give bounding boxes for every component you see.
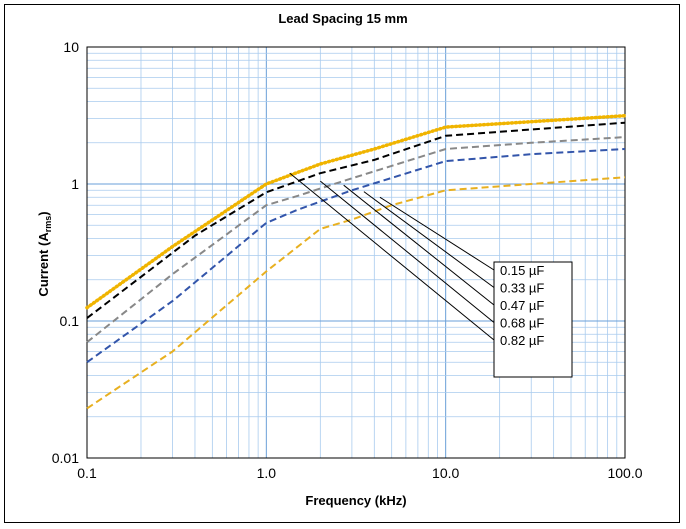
y-axis-label-close: )	[36, 211, 51, 215]
series-group	[85, 113, 627, 410]
legend-entry: 0.47 µF	[500, 298, 544, 313]
chart-title: Lead Spacing 15 mm	[278, 11, 407, 26]
legend: 0.15 µF 0.33 µF 0.47 µF 0.68 µF 0.82 µF	[289, 172, 573, 378]
legend-pointer	[379, 196, 495, 271]
legend-entry: 0.68 µF	[500, 316, 544, 331]
y-tick-label: 10	[63, 39, 79, 55]
series-line	[86, 136, 626, 343]
y-ticks: 0.01 0.1 1 10	[52, 39, 79, 466]
x-ticks: 0.1 1.0 10.0 100.0	[77, 465, 642, 481]
legend-pointer	[343, 184, 495, 306]
legend-pointer	[363, 191, 495, 288]
y-tick-label: 0.1	[60, 313, 80, 329]
legend-entry: 0.33 µF	[500, 281, 544, 296]
legend-entry: 0.15 µF	[500, 263, 544, 278]
y-tick-label: 1	[71, 176, 79, 192]
series-line	[85, 113, 627, 310]
x-tick-label: 100.0	[607, 465, 642, 481]
series-line	[86, 176, 626, 410]
x-tick-label: 10.0	[432, 465, 459, 481]
legend-entry: 0.82 µF	[500, 333, 544, 348]
x-axis-label: Frequency (kHz)	[305, 493, 406, 508]
y-tick-label: 0.01	[52, 450, 79, 466]
legend-pointer	[320, 180, 495, 323]
y-axis-label-main: Current (A	[36, 232, 51, 297]
plot-border	[86, 46, 626, 459]
legend-box	[493, 261, 573, 378]
y-axis-label-sub: rms	[43, 216, 53, 233]
x-tick-label: 1.0	[257, 465, 277, 481]
legend-pointer	[289, 172, 495, 341]
series-line	[86, 121, 626, 319]
y-axis-label: Current (Arms)	[36, 211, 53, 296]
x-tick-label: 0.1	[77, 465, 97, 481]
series-line	[86, 148, 626, 364]
grid	[86, 47, 625, 459]
